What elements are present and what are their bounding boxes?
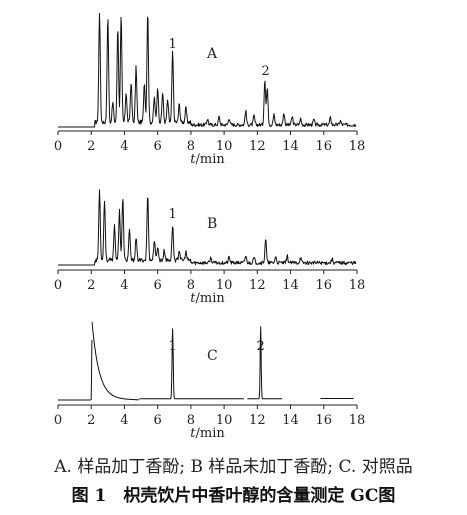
x-tick-label: 12 <box>249 413 266 428</box>
x-tick-label: 16 <box>316 139 333 154</box>
panel-label-c: C <box>207 348 218 364</box>
chromatogram-panel-b: 0 2 4 6 8 10 12 14 16 18 t/min B 1 <box>54 189 366 306</box>
panel-label-b: B <box>207 216 217 232</box>
peak-label: 1 <box>168 207 176 222</box>
x-tick-label: 2 <box>87 139 95 154</box>
x-tick-label: 6 <box>154 139 162 154</box>
x-tick-label: 0 <box>54 413 62 428</box>
x-tick-label: 8 <box>187 278 195 293</box>
x-tick-label: 4 <box>120 413 128 428</box>
figure-title: 图 1 枳壳饮片中香叶醇的含量测定 GC图 <box>71 486 396 506</box>
chromatogram-panel-a: 0 2 4 6 8 10 12 14 16 18 t/min A 12 <box>54 12 366 167</box>
x-tick-label: 0 <box>54 278 62 293</box>
x-tick-label: 2 <box>87 413 95 428</box>
x-tick-label: 12 <box>249 139 266 154</box>
panel-label-a: A <box>206 46 218 62</box>
x-tick-label: 12 <box>249 278 266 293</box>
x-tick-label: 14 <box>282 278 299 293</box>
x-tick-label: 18 <box>349 139 366 154</box>
peak-label: 1 <box>168 37 176 52</box>
x-tick-label: 6 <box>154 278 162 293</box>
peak-label: 1 <box>168 339 176 354</box>
figure-subcaption: A. 样品加丁香酚; B 样品未加丁香酚; C. 对照品 <box>54 457 413 477</box>
peak-label: 2 <box>261 64 269 79</box>
chromatogram-trace-a <box>58 12 357 128</box>
x-tick-label: 0 <box>54 139 62 154</box>
x-tick-label: 8 <box>187 139 195 154</box>
x-tick-label: 18 <box>349 413 366 428</box>
gc-chromatogram-figure: 0 2 4 6 8 10 12 14 16 18 t/min A 12 0 2 4 6 8 10 12 14 16… <box>54 12 366 441</box>
x-axis-label-a: t/min <box>190 152 225 167</box>
x-tick-label: 4 <box>120 139 128 154</box>
x-tick-label: 16 <box>316 278 333 293</box>
x-tick-label: 14 <box>282 413 299 428</box>
x-axis-label-c: t/min <box>190 426 225 441</box>
x-tick-label: 10 <box>216 413 233 428</box>
x-tick-label: 18 <box>349 278 366 293</box>
x-axis-label-b: t/min <box>190 291 225 306</box>
chromatogram-trace-c <box>57 321 354 401</box>
x-tick-label: 14 <box>282 139 299 154</box>
x-tick-label: 10 <box>216 278 233 293</box>
chromatogram-trace-b <box>58 189 357 266</box>
x-tick-label: 16 <box>316 413 333 428</box>
x-tick-label: 8 <box>187 413 195 428</box>
x-tick-label: 6 <box>154 413 162 428</box>
x-tick-label: 2 <box>87 278 95 293</box>
x-tick-label: 10 <box>216 139 233 154</box>
x-tick-label: 4 <box>120 278 128 293</box>
peak-label: 2 <box>257 339 265 354</box>
